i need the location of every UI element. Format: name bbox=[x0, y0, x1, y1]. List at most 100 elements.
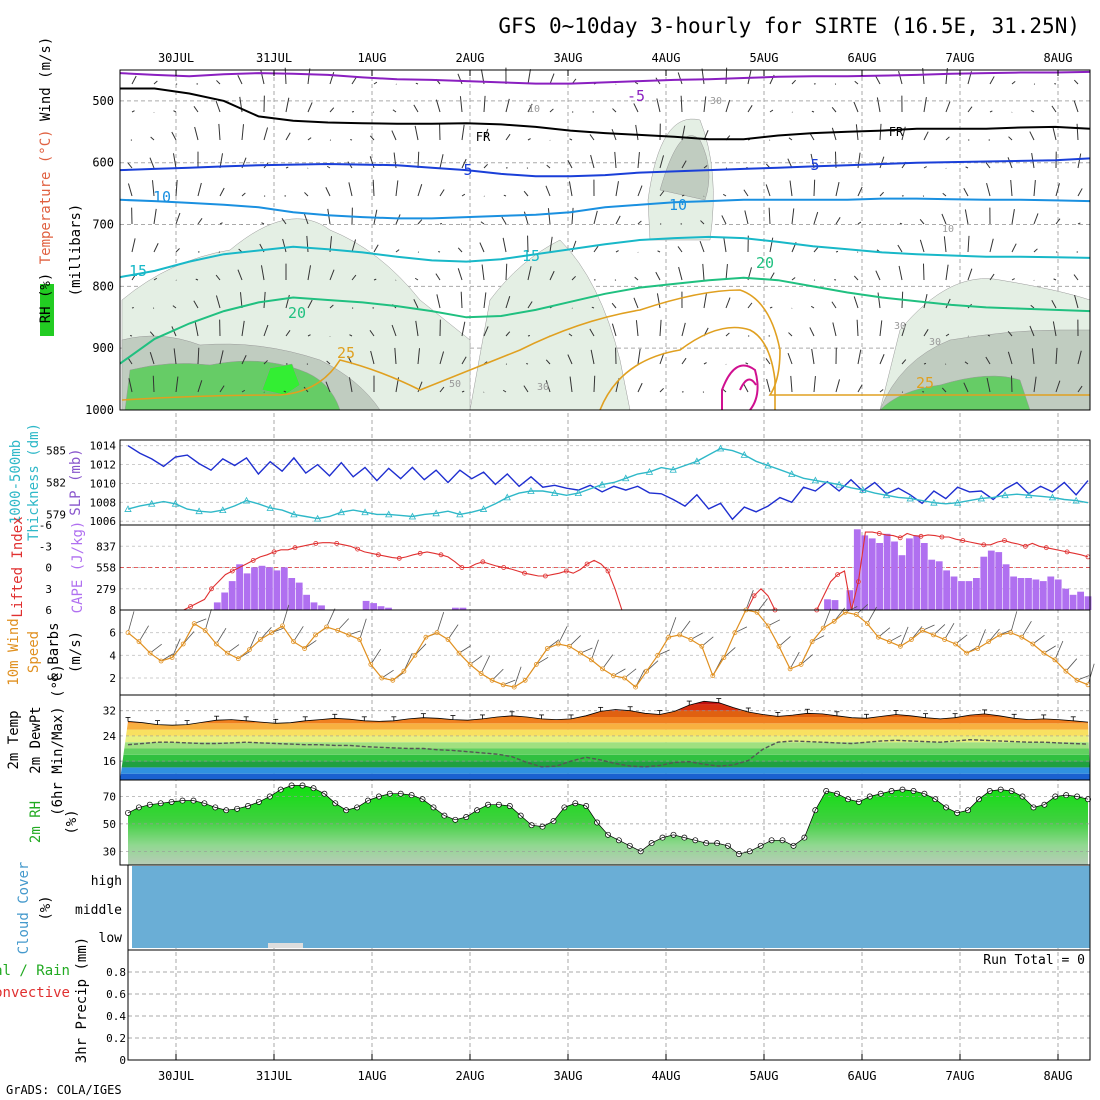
wind-barb-10m bbox=[701, 636, 714, 647]
precip-panel: 0.8 0.6 0.4 0.2 0 bbox=[106, 966, 1090, 1067]
rh-ylabel: 2m RH bbox=[28, 801, 44, 843]
wind-barb-10m bbox=[215, 627, 227, 645]
wind-barb bbox=[152, 375, 155, 393]
wind-barb bbox=[391, 324, 397, 337]
top-date-label: 30JUL bbox=[158, 51, 194, 65]
pressure-tick-label: 500 bbox=[92, 94, 114, 108]
top-date-label: 1AUG bbox=[358, 51, 387, 65]
wind-barb bbox=[131, 238, 136, 253]
wind-barb-10m bbox=[513, 666, 522, 688]
wind-barb bbox=[987, 334, 991, 337]
wind-barb bbox=[369, 330, 375, 337]
wind-barb bbox=[527, 266, 532, 281]
contour-15 bbox=[119, 235, 1091, 279]
cape-bar bbox=[928, 559, 936, 610]
cape-lifted-index-panel: -6 -3 0 3 6 837 558 279 bbox=[39, 519, 1092, 617]
wind-barb bbox=[611, 302, 617, 309]
wind-barb bbox=[414, 277, 419, 281]
rh-shading bbox=[469, 239, 631, 411]
series-temp bbox=[127, 700, 1089, 726]
cape-bar bbox=[958, 581, 965, 610]
cloud-gap bbox=[268, 943, 303, 948]
temp-band bbox=[120, 773, 1090, 780]
wind-barb bbox=[436, 294, 441, 309]
cloud-ylabel: Cloud Cover bbox=[16, 862, 32, 955]
cloud-ylabel-part: Cloud Cover bbox=[16, 862, 32, 955]
wind-barb bbox=[1011, 278, 1015, 281]
wind-barb-10m bbox=[1010, 611, 1018, 633]
wind-barb bbox=[941, 387, 947, 393]
wind-barb bbox=[569, 138, 573, 141]
rh-legend-swatch bbox=[40, 284, 54, 336]
precip-tick-label: 0 bbox=[119, 1054, 126, 1067]
wind-barb bbox=[1051, 105, 1057, 113]
wind-barb bbox=[173, 348, 177, 365]
thickness-ylabel: 1000-500mb bbox=[8, 440, 24, 524]
wind-barb bbox=[857, 221, 862, 225]
wind-barb bbox=[989, 110, 993, 113]
wind-barb-10m bbox=[359, 618, 367, 640]
series-rh bbox=[127, 785, 1089, 855]
wind-barb bbox=[791, 79, 796, 85]
pressure-tick-label: 1000 bbox=[85, 403, 114, 417]
wind-barb-10m bbox=[547, 639, 560, 649]
wind-barb bbox=[307, 334, 311, 337]
li-tick-label: -3 bbox=[39, 540, 52, 553]
wind-barb bbox=[964, 209, 969, 225]
wind-barb bbox=[831, 127, 837, 141]
cape-bar bbox=[1039, 581, 1047, 610]
run-total-label: Run Total = 0 bbox=[983, 953, 1085, 968]
wind-barb bbox=[743, 383, 749, 393]
wind-barb bbox=[943, 236, 947, 253]
wind-barb bbox=[395, 249, 400, 253]
cape-bar bbox=[950, 576, 958, 610]
li-tick-label: -6 bbox=[39, 519, 52, 532]
wind-barb bbox=[877, 292, 881, 309]
top-date-label: 31JUL bbox=[256, 51, 292, 65]
contour-label: 10 bbox=[942, 224, 954, 235]
top-date-label: 8AUG bbox=[1044, 51, 1073, 65]
wind-barb bbox=[263, 291, 266, 309]
wind-ylabel-2-part: Speed bbox=[26, 631, 42, 673]
cloud-cover-panel: high middle low bbox=[75, 866, 1090, 948]
cape-bar bbox=[965, 581, 973, 610]
li-marker bbox=[480, 559, 486, 565]
wind-barb bbox=[373, 278, 377, 281]
wind-barb bbox=[637, 185, 643, 197]
wind-barb bbox=[348, 377, 353, 393]
wind-barb bbox=[879, 191, 884, 197]
temp-ylabel-2-part: 2m DewPt bbox=[28, 706, 44, 773]
cape-bar bbox=[987, 550, 995, 610]
wind-barb bbox=[527, 69, 531, 85]
wind-barb bbox=[194, 321, 199, 337]
wind-barb-10m bbox=[293, 626, 304, 642]
upper-ylabel-part: RH (%) bbox=[38, 264, 54, 323]
slp-tick-label: 1012 bbox=[90, 459, 117, 472]
wind-barb bbox=[656, 98, 661, 113]
wind-barb bbox=[615, 250, 619, 253]
wind-barb bbox=[1007, 157, 1013, 169]
temp-tick-label: 16 bbox=[103, 755, 116, 768]
wind-barb bbox=[945, 68, 948, 85]
cape-tick-label: 279 bbox=[96, 583, 116, 596]
wind-barb bbox=[547, 208, 551, 225]
wind-barb bbox=[1010, 179, 1013, 197]
slp-tick-label: 1010 bbox=[90, 477, 117, 490]
wind-barb bbox=[218, 123, 221, 141]
wind-barb bbox=[637, 348, 641, 365]
li-marker bbox=[250, 558, 256, 563]
wind-barb bbox=[171, 131, 177, 141]
panel-frame bbox=[119, 609, 1091, 696]
wind-barb bbox=[813, 211, 819, 225]
wind-barb bbox=[813, 247, 819, 253]
wind-barb bbox=[941, 213, 947, 225]
wind-barb bbox=[1076, 123, 1079, 141]
wind-barb bbox=[1077, 222, 1081, 225]
li-marker bbox=[229, 568, 235, 574]
wind-barb bbox=[417, 184, 423, 197]
wind-barb bbox=[919, 218, 925, 225]
wind-barb bbox=[131, 75, 137, 85]
wind-barb bbox=[241, 320, 245, 337]
upper-air-panel: 500 600 700 800 900 1000 -5 FR FR 5 5 10 10 15 15 20 20 2… bbox=[85, 67, 1091, 417]
wind-barb bbox=[657, 250, 661, 253]
